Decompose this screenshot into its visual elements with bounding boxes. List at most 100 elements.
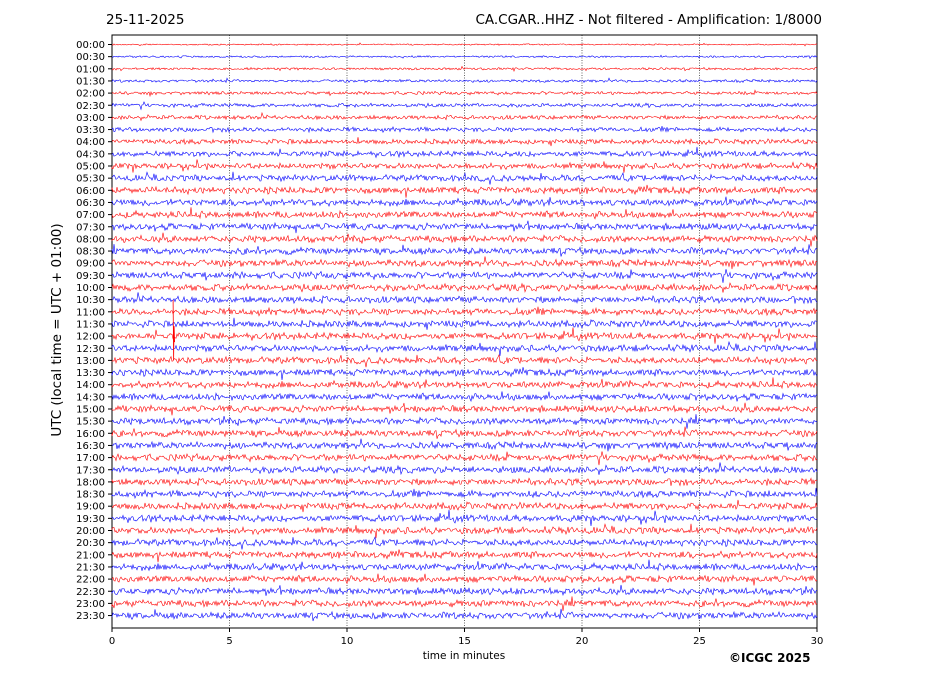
y-tick-label: 05:00 (76, 162, 105, 173)
seismic-trace-1300 (111, 353, 818, 368)
x-tick-label: 0 (109, 636, 115, 647)
seismic-trace-0030 (111, 54, 818, 59)
seismic-trace-0630 (111, 196, 818, 208)
y-tick-label: 16:00 (76, 429, 105, 440)
seismic-trace-1130 (111, 317, 818, 330)
y-tick-label: 02:00 (76, 89, 105, 100)
y-tick-label: 14:00 (76, 380, 105, 391)
seismic-trace-1700 (111, 451, 818, 466)
seismic-trace-0900 (111, 256, 818, 270)
seismic-trace-0830 (111, 244, 818, 257)
y-tick-label: 19:00 (76, 502, 105, 513)
seismic-trace-1930 (111, 509, 818, 527)
seismic-trace-0400 (111, 137, 818, 147)
y-tick-label: 12:30 (76, 344, 105, 355)
plot-frame (111, 34, 818, 629)
y-tick-label: 04:30 (76, 149, 105, 160)
y-tick-label: 03:00 (76, 113, 105, 124)
x-tick-label: 15 (458, 636, 471, 647)
y-tick-label: 23:00 (76, 599, 105, 610)
seismic-trace-1200 (111, 327, 818, 344)
seismic-trace-0600 (111, 184, 818, 198)
seismic-trace-2130 (111, 559, 818, 572)
x-tick-label: 20 (576, 636, 589, 647)
y-tick-label: 20:30 (76, 538, 105, 549)
seismic-trace-0800 (111, 232, 818, 247)
seismic-event-spike (172, 300, 175, 361)
seismic-trace-1530 (111, 414, 818, 429)
seismic-trace-1430 (111, 391, 818, 402)
seismic-trace-0000 (111, 42, 818, 47)
y-tick-label: 00:30 (76, 52, 105, 63)
y-tick-label: 11:30 (76, 319, 105, 330)
seismic-trace-0930 (111, 269, 818, 283)
seismic-trace-1000 (111, 282, 818, 293)
seismic-trace-2030 (111, 536, 818, 550)
seismic-trace-2330 (111, 608, 818, 622)
seismic-trace-0300 (111, 111, 818, 122)
y-tick-label: 22:30 (76, 587, 105, 598)
seismic-trace-1730 (111, 462, 818, 476)
y-tick-label: 05:30 (76, 174, 105, 185)
y-tick-label: 03:30 (76, 125, 105, 136)
y-tick-label: 13:30 (76, 368, 105, 379)
seismic-trace-0100 (111, 65, 818, 72)
y-tick-label: 17:00 (76, 453, 105, 464)
seismic-trace-1030 (111, 292, 818, 305)
seismic-trace-1330 (111, 367, 818, 381)
y-tick-label: 14:30 (76, 392, 105, 403)
y-tick-label: 15:00 (76, 405, 105, 416)
y-tick-label: 18:30 (76, 490, 105, 501)
seismic-trace-0430 (111, 146, 818, 159)
y-tick-label: 23:30 (76, 611, 105, 622)
y-tick-label: 11:00 (76, 307, 105, 318)
x-tick-label: 30 (811, 636, 824, 647)
y-tick-label: 12:00 (76, 332, 105, 343)
seismic-trace-0530 (111, 171, 818, 185)
seismic-trace-1830 (111, 487, 818, 500)
y-tick-label: 10:00 (76, 283, 105, 294)
x-tick-label: 5 (226, 636, 232, 647)
y-tick-label: 13:00 (76, 356, 105, 367)
x-tick-label: 10 (341, 636, 354, 647)
y-tick-label: 06:00 (76, 186, 105, 197)
y-tick-label: 06:30 (76, 198, 105, 209)
seismic-trace-1630 (111, 438, 818, 452)
y-tick-label: 01:00 (76, 64, 105, 75)
seismic-trace-0200 (111, 89, 818, 98)
y-tick-label: 02:30 (76, 101, 105, 112)
seismic-trace-2100 (111, 549, 818, 563)
seismic-trace-1230 (111, 340, 818, 356)
y-tick-label: 16:30 (76, 441, 105, 452)
seismic-trace-2300 (111, 596, 818, 612)
copyright-label: ©ICGC 2025 (729, 651, 811, 665)
x-tick-label: 25 (693, 636, 706, 647)
seismic-trace-0500 (111, 159, 818, 173)
y-tick-label: 21:30 (76, 562, 105, 573)
chart-title: CA.CGAR..HHZ - Not filtered - Amplificat… (475, 12, 822, 28)
seismic-trace-2000 (111, 523, 818, 539)
x-axis-label: time in minutes (422, 650, 506, 662)
seismic-trace-2200 (111, 573, 818, 586)
seismic-trace-1500 (111, 402, 818, 416)
seismic-trace-0130 (111, 77, 818, 84)
seismic-trace-1800 (111, 477, 818, 487)
y-tick-label: 15:30 (76, 417, 105, 428)
y-tick-label: 20:00 (76, 526, 105, 537)
y-tick-label: 22:00 (76, 575, 105, 586)
seismic-trace-0700 (111, 207, 818, 220)
y-tick-label: 04:00 (76, 137, 105, 148)
y-tick-label: 18:00 (76, 477, 105, 488)
y-tick-label: 21:00 (76, 550, 105, 561)
y-tick-label: 08:30 (76, 247, 105, 258)
seismic-trace-1100 (111, 306, 818, 317)
y-tick-label: 07:30 (76, 222, 105, 233)
chart-date: 25-11-2025 (106, 12, 185, 28)
y-tick-label: 08:00 (76, 234, 105, 245)
y-tick-label: 19:30 (76, 514, 105, 525)
y-tick-label: 09:00 (76, 259, 105, 270)
y-tick-label: 09:30 (76, 271, 105, 282)
seismic-trace-0730 (111, 220, 818, 234)
seismic-trace-1900 (111, 499, 818, 513)
